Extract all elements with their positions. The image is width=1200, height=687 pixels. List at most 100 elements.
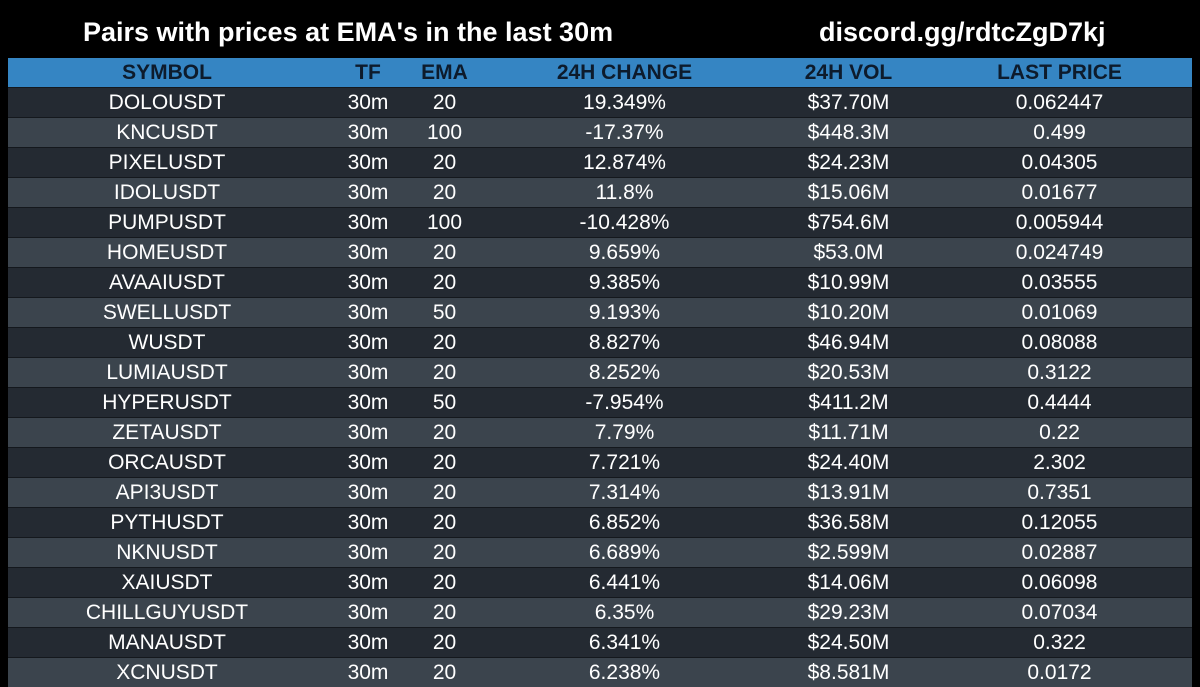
cell-symbol: ORCAUSDT [8, 448, 326, 478]
cell-24h-vol: $2.599M [770, 538, 927, 568]
cell-24h-vol: $448.3M [770, 118, 927, 148]
cell-ema: 20 [410, 418, 479, 448]
cell-ema: 20 [410, 568, 479, 598]
cell-last-price: 0.7351 [927, 478, 1192, 508]
cell-ema: 20 [410, 238, 479, 268]
cell-24h-change: -17.37% [479, 118, 770, 148]
cell-tf: 30m [326, 658, 410, 687]
cell-tf: 30m [326, 118, 410, 148]
cell-24h-change: -10.428% [479, 208, 770, 238]
cell-tf: 30m [326, 178, 410, 208]
cell-symbol: XAIUSDT [8, 568, 326, 598]
cell-tf: 30m [326, 148, 410, 178]
cell-tf: 30m [326, 268, 410, 298]
cell-last-price: 0.499 [927, 118, 1192, 148]
cell-24h-vol: $411.2M [770, 388, 927, 418]
cell-24h-vol: $37.70M [770, 88, 927, 118]
cell-last-price: 0.12055 [927, 508, 1192, 538]
cell-tf: 30m [326, 628, 410, 658]
cell-ema: 20 [410, 178, 479, 208]
cell-symbol: PYTHUSDT [8, 508, 326, 538]
cell-tf: 30m [326, 538, 410, 568]
cell-last-price: 0.01069 [927, 298, 1192, 328]
cell-symbol: CHILLGUYUSDT [8, 598, 326, 628]
pairs-table: SYMBOL TF EMA 24H CHANGE 24H VOL LAST PR… [8, 58, 1192, 687]
cell-tf: 30m [326, 328, 410, 358]
cell-symbol: WUSDT [8, 328, 326, 358]
cell-last-price: 0.06098 [927, 568, 1192, 598]
cell-ema: 50 [410, 388, 479, 418]
cell-24h-change: 6.852% [479, 508, 770, 538]
cell-last-price: 0.22 [927, 418, 1192, 448]
cell-symbol: DOLOUSDT [8, 88, 326, 118]
cell-last-price: 0.322 [927, 628, 1192, 658]
cell-last-price: 2.302 [927, 448, 1192, 478]
column-header-symbol: SYMBOL [8, 58, 326, 88]
cell-ema: 20 [410, 148, 479, 178]
cell-24h-change: 7.79% [479, 418, 770, 448]
cell-ema: 20 [410, 328, 479, 358]
cell-symbol: PUMPUSDT [8, 208, 326, 238]
cell-24h-vol: $24.50M [770, 628, 927, 658]
cell-24h-change: 6.35% [479, 598, 770, 628]
cell-24h-change: 9.385% [479, 268, 770, 298]
cell-last-price: 0.03555 [927, 268, 1192, 298]
cell-symbol: ZETAUSDT [8, 418, 326, 448]
cell-symbol: IDOLUSDT [8, 178, 326, 208]
cell-24h-vol: $36.58M [770, 508, 927, 538]
cell-24h-vol: $24.40M [770, 448, 927, 478]
column-header-last-price: LAST PRICE [927, 58, 1192, 88]
cell-ema: 20 [410, 628, 479, 658]
cell-last-price: 0.02887 [927, 538, 1192, 568]
cell-tf: 30m [326, 388, 410, 418]
cell-ema: 20 [410, 538, 479, 568]
cell-24h-vol: $10.20M [770, 298, 927, 328]
cell-24h-vol: $13.91M [770, 478, 927, 508]
cell-24h-vol: $46.94M [770, 328, 927, 358]
cell-symbol: KNCUSDT [8, 118, 326, 148]
cell-24h-change: 6.441% [479, 568, 770, 598]
cell-last-price: 0.01677 [927, 178, 1192, 208]
cell-24h-vol: $20.53M [770, 358, 927, 388]
cell-24h-change: 19.349% [479, 88, 770, 118]
cell-last-price: 0.08088 [927, 328, 1192, 358]
cell-last-price: 0.005944 [927, 208, 1192, 238]
cell-24h-change: 6.689% [479, 538, 770, 568]
cell-24h-change: 11.8% [479, 178, 770, 208]
cell-24h-vol: $11.71M [770, 418, 927, 448]
cell-24h-vol: $24.23M [770, 148, 927, 178]
cell-last-price: 0.04305 [927, 148, 1192, 178]
cell-tf: 30m [326, 418, 410, 448]
cell-tf: 30m [326, 208, 410, 238]
cell-tf: 30m [326, 568, 410, 598]
cell-ema: 20 [410, 268, 479, 298]
cell-24h-change: 9.193% [479, 298, 770, 328]
cell-last-price: 0.07034 [927, 598, 1192, 628]
cell-symbol: XCNUSDT [8, 658, 326, 687]
cell-24h-change: 8.827% [479, 328, 770, 358]
cell-ema: 20 [410, 508, 479, 538]
discord-invite-link[interactable]: discord.gg/rdtcZgD7kj [819, 14, 1106, 50]
cell-last-price: 0.4444 [927, 388, 1192, 418]
page-title: Pairs with prices at EMA's in the last 3… [83, 14, 613, 50]
cell-tf: 30m [326, 358, 410, 388]
cell-24h-change: 9.659% [479, 238, 770, 268]
cell-ema: 20 [410, 478, 479, 508]
